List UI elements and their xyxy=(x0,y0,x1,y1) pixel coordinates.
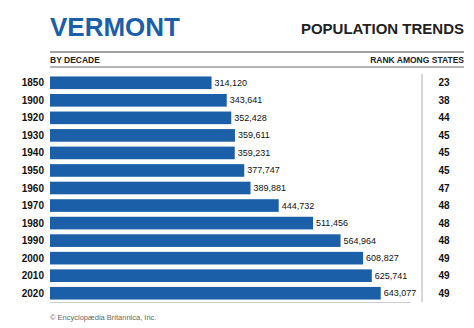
y-tick-label: 1980 xyxy=(22,218,45,229)
data-label: 343,641 xyxy=(230,95,263,105)
rank-label: 48 xyxy=(438,200,450,211)
rank-label: 38 xyxy=(438,95,450,106)
y-tick-label: 1960 xyxy=(22,183,45,194)
y-tick-label: 1940 xyxy=(22,147,45,158)
y-tick-label: 1990 xyxy=(22,235,45,246)
rank-label: 45 xyxy=(438,130,450,141)
y-tick-label: 1850 xyxy=(22,77,45,88)
data-label: 377,747 xyxy=(247,165,280,175)
rank-label: 45 xyxy=(438,165,450,176)
bar xyxy=(50,94,227,107)
y-tick-label: 1970 xyxy=(22,200,45,211)
bar xyxy=(50,182,251,195)
y-tick-label: 1930 xyxy=(22,130,45,141)
y-tick-label: 2010 xyxy=(22,270,45,281)
rank-label: 45 xyxy=(438,147,450,158)
column-header: BY DECADE xyxy=(50,55,100,65)
header-rule xyxy=(50,67,464,68)
rank-label: 23 xyxy=(438,77,450,88)
x-axis-line xyxy=(50,302,410,303)
chart: VERMONT POPULATION TRENDS BY DECADE RANK AM… xyxy=(0,0,474,328)
separator xyxy=(422,74,423,302)
bar xyxy=(50,234,341,247)
bars xyxy=(50,76,381,299)
data-label: 359,611 xyxy=(238,130,270,140)
bar xyxy=(50,76,212,89)
y-tick-label: 1920 xyxy=(22,112,45,123)
rank-label: 48 xyxy=(438,218,450,229)
bar xyxy=(50,129,235,142)
rank-label: 44 xyxy=(438,112,450,123)
y-tick-label: 2020 xyxy=(22,288,45,299)
bar xyxy=(50,252,363,265)
data-label: 314,120 xyxy=(215,78,248,88)
data-label: 389,881 xyxy=(254,183,287,193)
data-label: 511,456 xyxy=(316,218,348,228)
bar xyxy=(50,112,231,125)
rank-label: 49 xyxy=(438,270,450,281)
footer: © Encyclopædia Britannica, Inc. xyxy=(50,313,156,322)
background xyxy=(0,0,474,328)
rank-label: 47 xyxy=(438,183,450,194)
data-label: 359,231 xyxy=(238,148,271,158)
rank-label: 49 xyxy=(438,288,450,299)
data-label: 564,964 xyxy=(344,236,377,246)
bar xyxy=(50,269,372,282)
data-label: 352,428 xyxy=(234,113,267,123)
column-header: RANK AMONG STATES xyxy=(370,55,464,65)
rank-label: 49 xyxy=(438,253,450,264)
bar xyxy=(50,217,313,230)
header-rule xyxy=(50,52,464,53)
bar xyxy=(50,147,235,160)
y-tick-label: 2000 xyxy=(22,253,45,264)
y-tick-label: 1950 xyxy=(22,165,45,176)
bar xyxy=(50,287,381,300)
data-label: 643,077 xyxy=(384,288,417,298)
rank-label: 48 xyxy=(438,235,450,246)
bar xyxy=(50,199,279,212)
y-tick-label: 1900 xyxy=(22,95,45,106)
data-label: 625,741 xyxy=(375,271,408,281)
data-label: 608,827 xyxy=(366,253,399,263)
subtitle: POPULATION TRENDS xyxy=(301,20,464,37)
title: VERMONT xyxy=(50,12,180,42)
bar xyxy=(50,164,244,177)
data-label: 444,732 xyxy=(282,201,315,211)
